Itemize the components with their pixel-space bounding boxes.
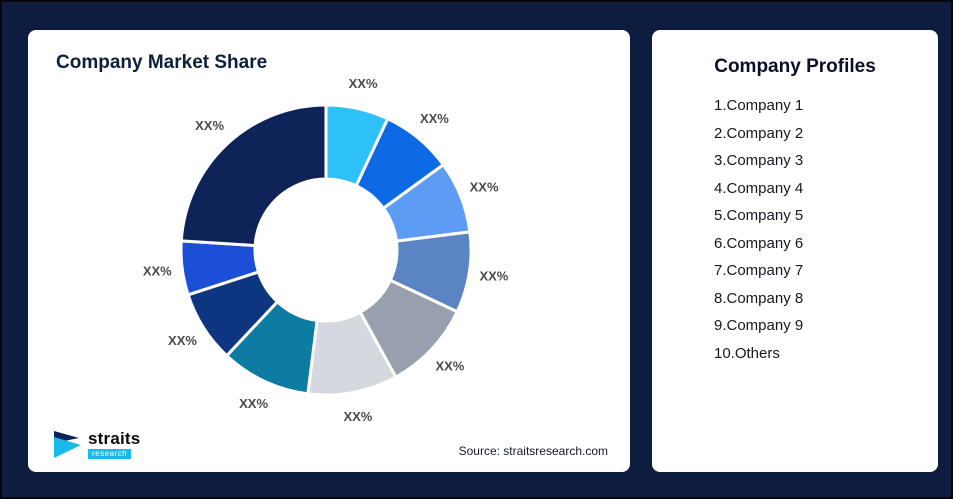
profile-item: 8.Company 8 xyxy=(714,289,804,307)
segment-value-label: XX% xyxy=(343,409,372,424)
profile-item: 10.Others xyxy=(714,344,780,362)
segment-value-label: XX% xyxy=(420,111,449,126)
source-attribution: Source: straitsresearch.com xyxy=(458,444,608,458)
profile-item: 9.Company 9 xyxy=(714,317,804,334)
profile-item: 7.Company 7 xyxy=(714,262,804,279)
profile-item: 2.Company 2 xyxy=(714,124,804,142)
straits-logo-icon xyxy=(52,428,82,460)
logo-text: straits research xyxy=(88,430,140,459)
logo-sub: research xyxy=(88,448,132,459)
segment-value-label: XX% xyxy=(349,76,378,91)
profiles-list: 1.Company 1 2.Company 2 3.Company 3 4.Compa… xyxy=(652,92,938,367)
chart-title: Company Market Share xyxy=(56,52,268,73)
segment-value-label: XX% xyxy=(195,118,224,133)
profile-item: 1.Company 1 xyxy=(714,97,804,114)
logo-brand: straits xyxy=(88,428,141,448)
segment-value-label: XX% xyxy=(143,263,172,278)
company-profiles-card: Company Profiles 1.Company 1 2.Company 2 3… xyxy=(652,30,938,472)
segment-value-label: XX% xyxy=(239,396,268,411)
profile-item: 3.Company 3 xyxy=(714,152,804,169)
donut-segment-others xyxy=(179,103,328,248)
profile-item: 5.Company 5 xyxy=(714,207,804,224)
donut-chart: XX% XX% XX% XX% XX% XX% XX% XX% XX% XX% xyxy=(28,70,630,440)
profile-item: 4.Company 4 xyxy=(714,179,804,197)
straits-research-logo: straits research xyxy=(52,428,140,460)
segment-value-label: XX% xyxy=(435,358,464,373)
donut-chart-svg: XX% XX% XX% XX% XX% XX% XX% XX% XX% XX% xyxy=(143,76,509,424)
segment-value-label: XX% xyxy=(168,333,197,348)
segment-value-label: XX% xyxy=(479,269,508,284)
profile-item: 6.Company 6 xyxy=(714,234,804,252)
profiles-title: Company Profiles xyxy=(714,56,876,77)
segment-value-label: XX% xyxy=(470,179,499,194)
market-share-card: Company Market Share XX% XX% XX% XX% XX% XX% X… xyxy=(28,30,630,472)
